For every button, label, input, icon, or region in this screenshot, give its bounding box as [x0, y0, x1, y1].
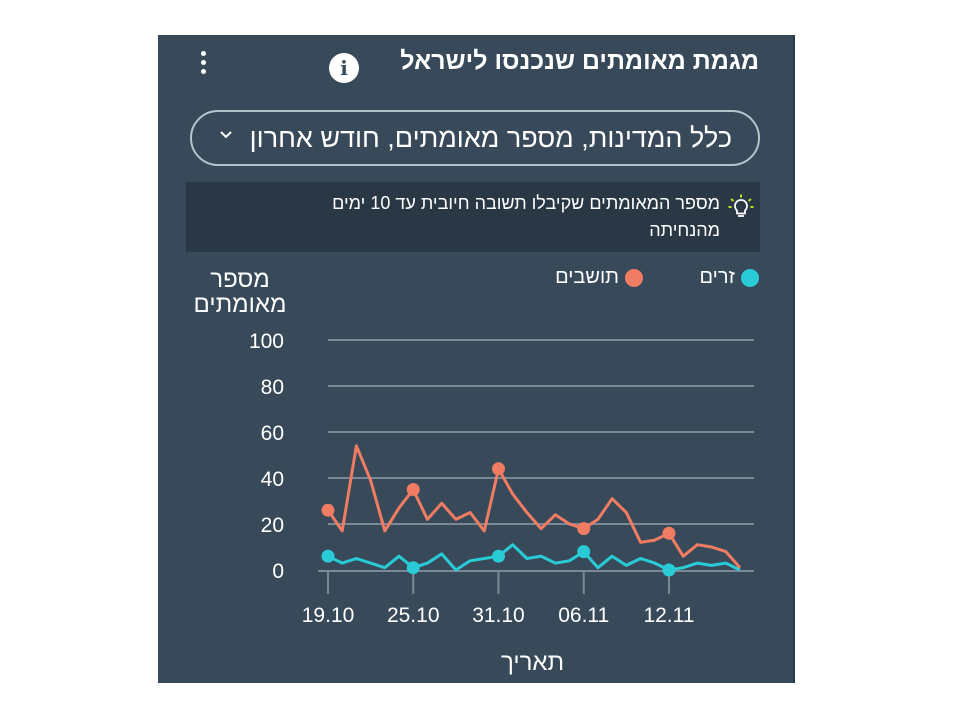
x-tick-label: 25.10 [387, 604, 440, 627]
chart-card: מגמת מאומתים שנכנסו לישראל i כלל המדינות… [158, 35, 795, 683]
info-icon[interactable]: i [329, 53, 359, 83]
x-axis-title: תאריך [501, 649, 565, 676]
lightbulb-icon [728, 194, 754, 217]
y-tick-label: 40 [261, 468, 284, 491]
series-line-residents [326, 444, 742, 569]
legend-dot-icon [741, 268, 759, 287]
data-point-residents [321, 503, 335, 517]
x-tick-label: 19.10 [302, 604, 355, 627]
tip-box: מספר המאומתים שקיבלו תשובה חיובית עד 10 … [186, 182, 760, 252]
filter-dropdown[interactable]: כלל המדינות, מספר מאומתים, חודש אחרון [190, 110, 760, 166]
data-point-foreigners [321, 549, 335, 563]
legend-label-residents: תושבים [555, 266, 619, 288]
x-tick-label: 06.11 [558, 604, 609, 627]
y-tick-label: 100 [249, 330, 284, 353]
data-point-foreigners [406, 561, 420, 575]
data-point-residents [577, 522, 591, 536]
legend-item-residents[interactable]: תושבים [555, 265, 643, 289]
legend-label-foreigners: זרים [699, 266, 735, 288]
data-point-foreigners [491, 549, 505, 563]
data-point-residents [406, 483, 420, 496]
chevron-down-icon [220, 131, 232, 139]
data-point-foreigners [662, 563, 676, 577]
x-tick-label: 31.10 [472, 604, 525, 627]
y-tick-label: 80 [261, 376, 284, 399]
card-title: מגמת מאומתים שנכנסו לישראל [400, 47, 759, 75]
y-tick-label: 20 [261, 514, 284, 537]
kebab-menu-icon[interactable] [198, 51, 208, 77]
tip-text: מספר המאומתים שקיבלו תשובה חיובית עד 10 … [332, 193, 720, 240]
y-tick-label: 60 [261, 422, 284, 445]
y-tick-label: 0 [272, 560, 284, 583]
filter-value: כלל המדינות, מספר מאומתים, חודש אחרון [249, 123, 732, 153]
data-point-residents [491, 462, 505, 476]
x-tick-label: 12.11 [643, 604, 694, 627]
legend-dot-icon [625, 268, 643, 287]
y-axis-title: מספר מאומתים [193, 266, 287, 318]
data-point-residents [662, 526, 676, 540]
data-point-foreigners [577, 545, 591, 559]
legend-item-foreigners[interactable]: זרים [699, 265, 759, 289]
line-chart: 0 20 40 60 80 100 19.10 25.10 31.10 06.11 12.11 [249, 330, 754, 627]
